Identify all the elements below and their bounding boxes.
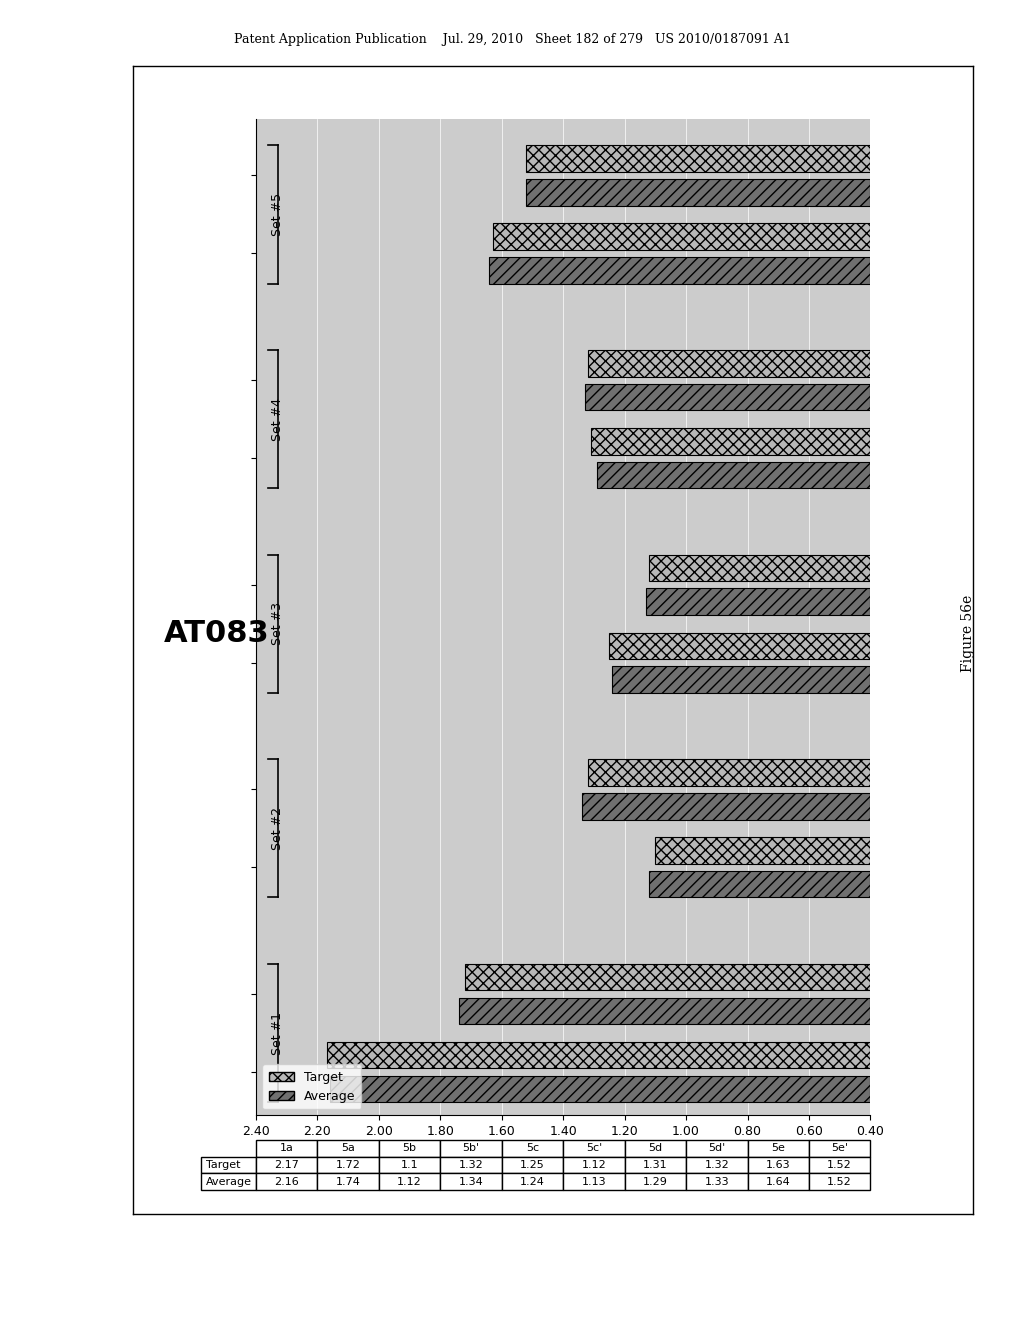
Bar — [330, 1076, 870, 1102]
Bar — [465, 964, 870, 990]
Bar — [588, 759, 870, 785]
Bar — [493, 223, 870, 249]
Legend: Target, Average: Target, Average — [262, 1064, 361, 1109]
Bar — [612, 667, 870, 693]
Bar — [609, 632, 870, 659]
Bar — [649, 554, 870, 581]
Text: Set #1: Set #1 — [271, 1011, 285, 1055]
Text: Set #2: Set #2 — [271, 807, 285, 850]
Bar — [597, 462, 870, 488]
Bar — [655, 837, 870, 863]
Bar — [591, 428, 870, 454]
Text: Set #3: Set #3 — [271, 602, 285, 645]
Text: Patent Application Publication    Jul. 29, 2010   Sheet 182 of 279   US 2010/018: Patent Application Publication Jul. 29, … — [233, 33, 791, 46]
Text: Set #4: Set #4 — [271, 397, 285, 441]
Bar — [588, 350, 870, 376]
Text: Figure 56e: Figure 56e — [961, 595, 975, 672]
Text: AT083: AT083 — [164, 619, 269, 648]
Bar — [526, 180, 870, 206]
Bar — [585, 384, 870, 411]
Text: Set #5: Set #5 — [271, 193, 285, 236]
Bar — [489, 257, 870, 284]
Bar — [459, 998, 870, 1024]
Bar — [582, 793, 870, 820]
Bar — [646, 589, 870, 615]
Bar — [649, 871, 870, 898]
Bar — [526, 145, 870, 172]
Bar — [327, 1041, 870, 1068]
